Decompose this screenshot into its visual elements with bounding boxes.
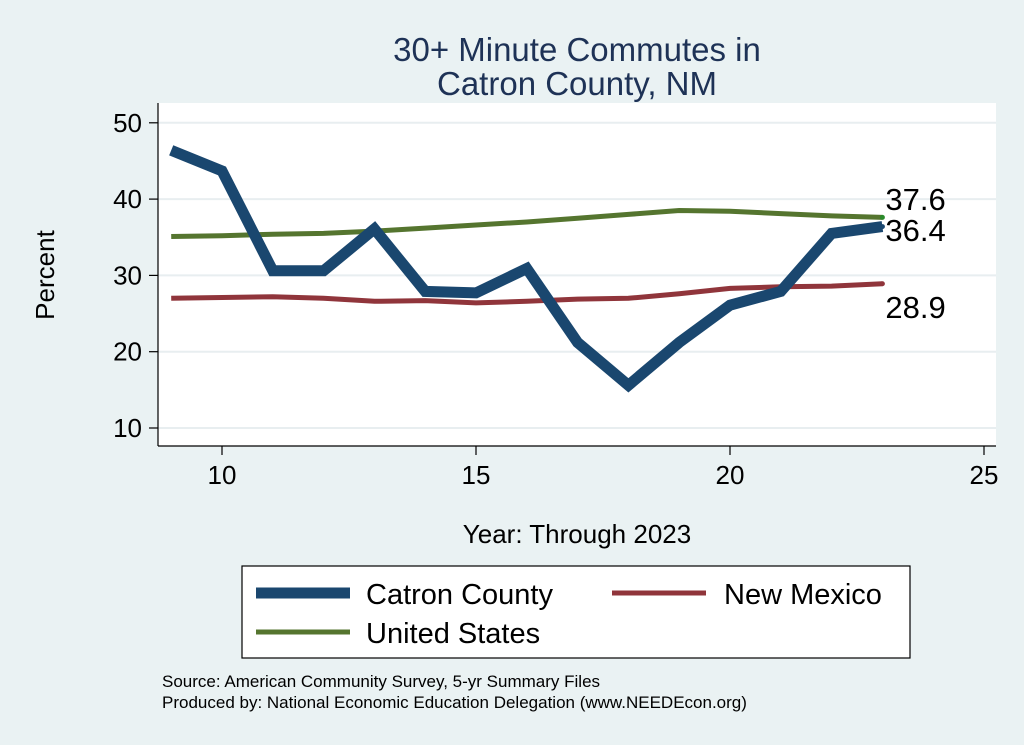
y-axis-title: Percent xyxy=(30,229,60,319)
end-marker-united-states xyxy=(879,214,885,220)
y-tick-label: 40 xyxy=(113,184,142,214)
y-tick-label: 30 xyxy=(113,260,142,290)
axes: 10 20 30 40 50 10 15 20 25 xyxy=(113,103,998,490)
end-label-catron-county: 36.4 xyxy=(885,213,945,248)
end-marker-new-mexico xyxy=(879,281,885,287)
end-label-united-states: 37.6 xyxy=(885,182,945,217)
x-axis-title: Year: Through 2023 xyxy=(463,519,691,549)
chart-title-line-2: Catron County, NM xyxy=(437,65,717,102)
legend-label-catron-county: Catron County xyxy=(366,579,553,611)
series-line-new-mexico xyxy=(171,281,883,306)
legend-label-united-states: United States xyxy=(366,618,540,650)
x-tick-label: 10 xyxy=(208,460,237,490)
end-label-new-mexico: 28.9 xyxy=(885,290,945,325)
chart-title-line-1: 30+ Minute Commutes in xyxy=(393,31,761,68)
y-tick-label: 10 xyxy=(113,413,142,443)
end-marker-catron-county xyxy=(879,224,885,230)
y-tick-label: 20 xyxy=(113,337,142,367)
series-lines xyxy=(169,145,885,393)
legend-label-new-mexico: New Mexico xyxy=(724,579,882,611)
series-line-united-states xyxy=(171,207,883,239)
x-tick-label: 25 xyxy=(970,460,999,490)
source-note: Source: American Community Survey, 5-yr … xyxy=(162,672,600,691)
x-tick-label: 15 xyxy=(462,460,491,490)
produced-by-note: Produced by: National Economic Education… xyxy=(162,693,747,712)
end-labels: 36.4 28.9 37.6 xyxy=(885,182,945,325)
legend: Catron County New Mexico United States xyxy=(241,565,911,659)
y-tick-label: 50 xyxy=(113,108,142,138)
x-tick-label: 20 xyxy=(716,460,745,490)
series-line-catron-county xyxy=(169,145,884,393)
legend-box xyxy=(241,565,911,659)
